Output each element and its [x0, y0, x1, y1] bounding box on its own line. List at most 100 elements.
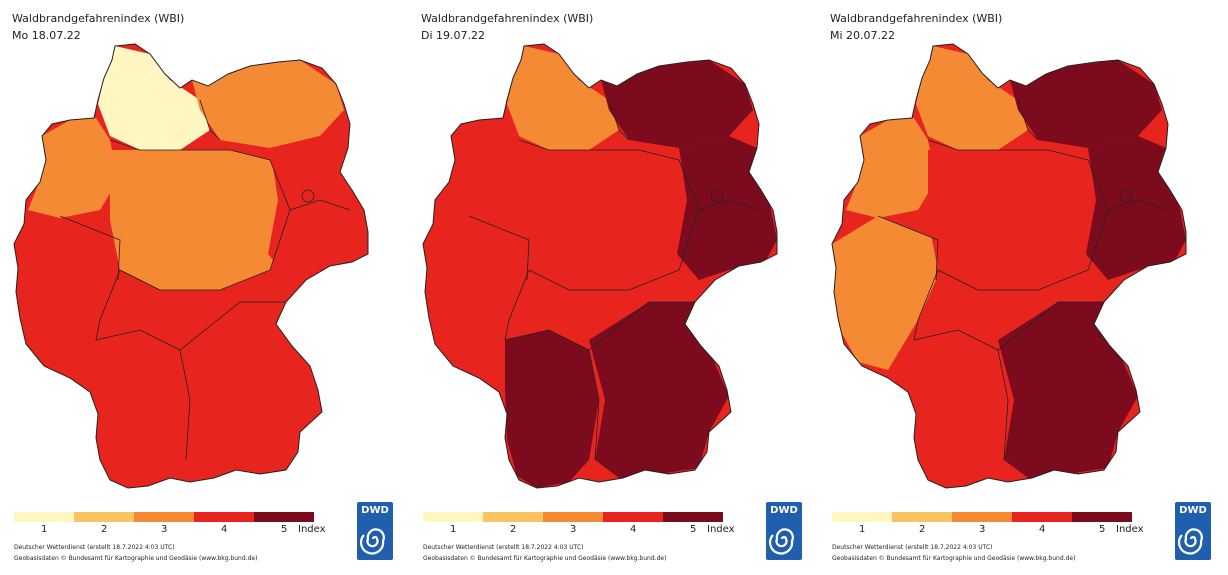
legend-swatch-5: [663, 512, 723, 522]
legend-swatch-4: [1012, 512, 1072, 522]
germany-map: [422, 43, 778, 489]
region-west: [14, 216, 120, 370]
map-date: Mo 18.07.22: [12, 29, 81, 42]
legend-label: 1: [859, 524, 866, 535]
legend-colorbar: [423, 512, 723, 522]
legend-label: 1: [450, 524, 457, 535]
state-border: [95, 269, 290, 351]
legend-label: 4: [630, 524, 637, 535]
legend-label: 4: [221, 524, 228, 535]
berlin-border: [710, 189, 724, 203]
state-border: [698, 199, 760, 211]
map-title: Waldbrandgefahrenindex (WBI): [830, 12, 1003, 25]
legend-swatch-2: [74, 512, 134, 522]
map-title: Waldbrandgefahrenindex (WBI): [421, 12, 594, 25]
state-border: [877, 215, 939, 281]
legend-swatch-2: [892, 512, 952, 522]
swirl-icon: [1178, 528, 1203, 555]
state-border: [504, 269, 699, 351]
region-south: [180, 302, 320, 478]
region-sw: [914, 330, 1008, 488]
region-east: [268, 136, 368, 280]
dwd-logo: DWD: [766, 502, 802, 560]
map-title: Waldbrandgefahrenindex (WBI): [12, 12, 185, 25]
footer-credit: Deutscher Wetterdienst (erstellt 18.7.20…: [832, 544, 993, 551]
legend-swatch-2: [483, 512, 543, 522]
swirl-icon: [769, 528, 794, 555]
state-border: [608, 99, 630, 141]
legend-label: 2: [101, 524, 108, 535]
legend-index-label: Index: [707, 524, 735, 535]
legend-swatch-1: [14, 512, 74, 522]
legend-swatch-1: [832, 512, 892, 522]
state-border: [119, 159, 291, 291]
region-south: [998, 302, 1138, 478]
berlin-border: [1119, 189, 1133, 203]
country-outline: [13, 43, 369, 489]
state-border: [59, 215, 121, 281]
state-border: [199, 99, 221, 141]
region-nw: [437, 118, 527, 218]
region-center: [519, 150, 699, 290]
state-border: [997, 349, 1009, 461]
region-sw: [96, 330, 190, 488]
state-border: [468, 215, 530, 281]
footer-credit: Deutscher Wetterdienst (erstellt 18.7.20…: [423, 544, 584, 551]
legend-swatch-3: [952, 512, 1012, 522]
germany-map: [831, 43, 1187, 489]
region-north: [98, 46, 210, 150]
map-date: Mi 20.07.22: [830, 29, 896, 42]
region-center: [928, 150, 1108, 290]
legend: 1 2 3 4 5 Index: [423, 512, 735, 538]
state-border: [588, 349, 600, 461]
swirl-icon: [360, 528, 385, 555]
region-east: [1086, 136, 1186, 280]
footer-geodata: Geobasisdaten © Bundesamt für Kartograph…: [423, 555, 667, 562]
legend: 1 2 3 4 5 Index: [832, 512, 1144, 538]
region-north: [916, 46, 1028, 150]
legend-swatch-4: [603, 512, 663, 522]
state-border: [1107, 199, 1169, 211]
legend-swatch-3: [134, 512, 194, 522]
region-west: [832, 216, 938, 370]
berlin-border: [301, 189, 315, 203]
region-center: [110, 150, 290, 290]
legend-index-label: Index: [1116, 524, 1144, 535]
state-border: [927, 139, 1089, 161]
legend-label: 3: [570, 524, 577, 535]
legend-label: 4: [1039, 524, 1046, 535]
country-outline: [831, 43, 1187, 489]
region-north: [507, 46, 619, 150]
region-sw: [505, 330, 599, 488]
country-outline: [422, 43, 778, 489]
legend-label: 3: [979, 524, 986, 535]
map-panel-1: Waldbrandgefahrenindex (WBI) Mo 18.07.22 1…: [0, 0, 409, 575]
state-border: [913, 269, 1108, 351]
region-nw: [846, 118, 936, 218]
legend-swatch-3: [543, 512, 603, 522]
state-border: [937, 159, 1109, 291]
legend-label: 5: [690, 524, 697, 535]
state-border: [179, 349, 191, 461]
legend-label: 5: [281, 524, 288, 535]
state-border: [518, 139, 680, 161]
dwd-logo: DWD: [357, 502, 393, 560]
legend-label: 2: [510, 524, 517, 535]
footer-geodata: Geobasisdaten © Bundesamt für Kartograph…: [14, 555, 258, 562]
region-east: [677, 136, 777, 280]
map-date: Di 19.07.22: [421, 29, 486, 42]
legend-swatch-4: [194, 512, 254, 522]
map-panel-3: Waldbrandgefahrenindex (WBI) Mi 20.07.22 1…: [818, 0, 1227, 575]
legend-index-label: Index: [298, 524, 326, 535]
region-nw: [28, 118, 118, 218]
dwd-logo: DWD: [1175, 502, 1211, 560]
legend-swatch-5: [1072, 512, 1132, 522]
legend-label: 2: [919, 524, 926, 535]
legend: 1 2 3 4 5 Index: [14, 512, 326, 538]
footer-credit: Deutscher Wetterdienst (erstellt 18.7.20…: [14, 544, 175, 551]
state-border: [1017, 99, 1039, 141]
region-ne: [601, 60, 753, 148]
legend-label: 5: [1099, 524, 1106, 535]
legend-swatch-1: [423, 512, 483, 522]
state-border: [528, 159, 700, 291]
